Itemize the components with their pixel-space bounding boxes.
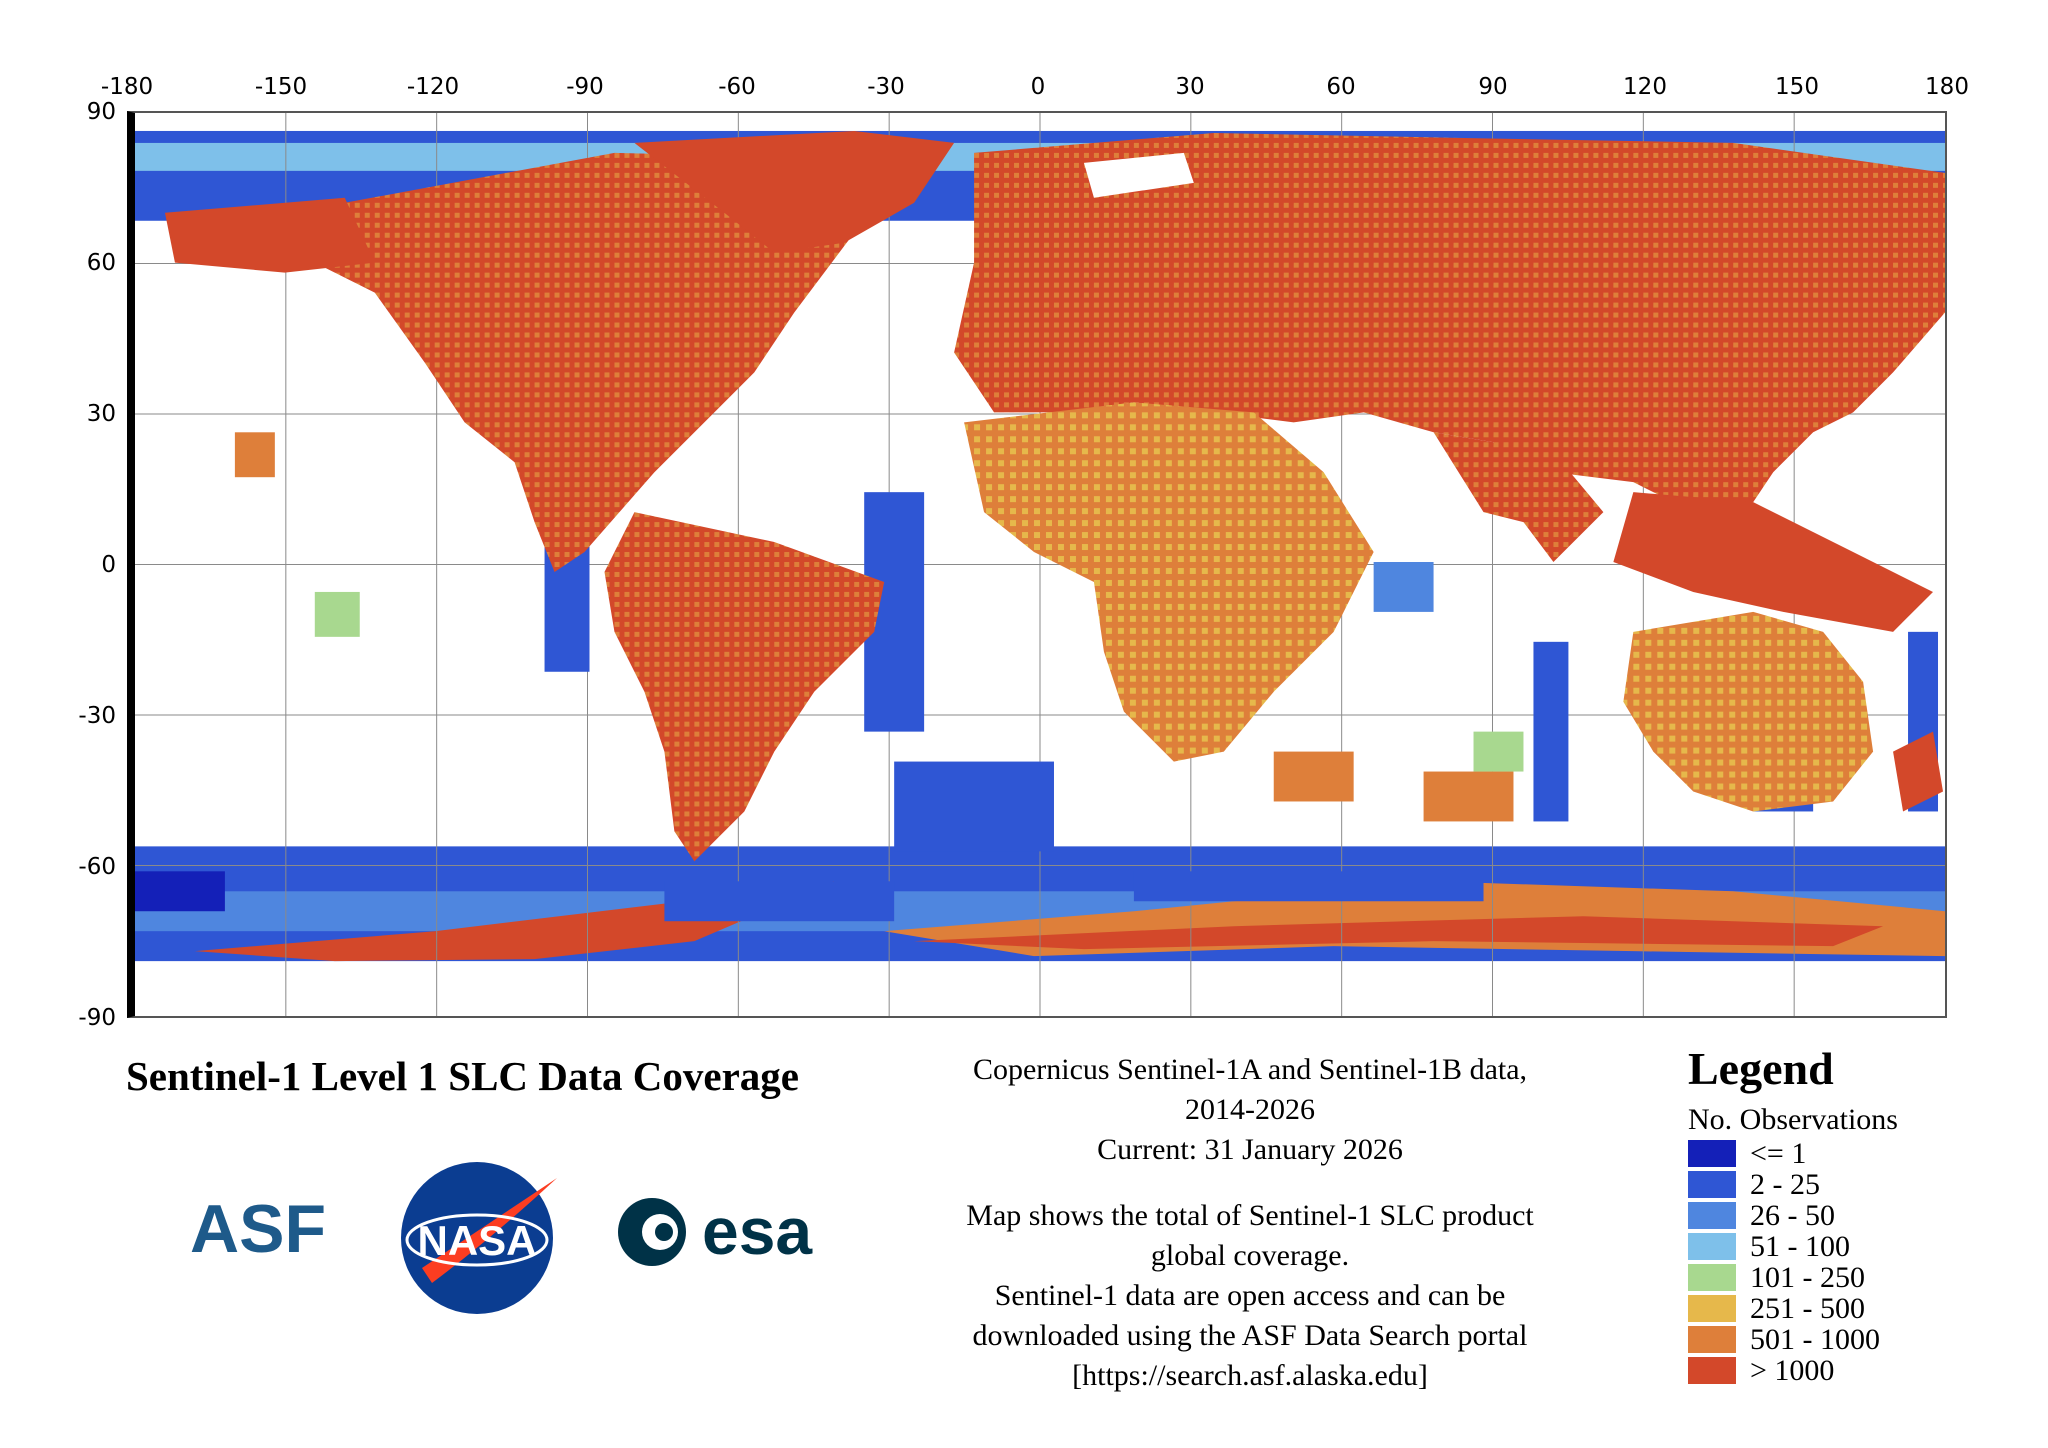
legend: Legend No. Observations <= 1 2 - 25 26 -… xyxy=(1688,1040,1898,1386)
legend-item: 26 - 50 xyxy=(1688,1200,1898,1231)
africa-coverage xyxy=(964,402,1374,762)
coverage-zone xyxy=(135,871,225,912)
lon-tick-label: 120 xyxy=(1623,74,1667,100)
legend-swatch xyxy=(1688,1233,1736,1260)
new-zealand-coverage xyxy=(1893,731,1944,812)
map-title: Sentinel-1 Level 1 SLC Data Coverage xyxy=(126,1053,799,1099)
australia-coverage xyxy=(1623,611,1874,812)
ocean-swath xyxy=(1533,641,1569,822)
coverage-zone xyxy=(1473,731,1524,772)
coverage-zone xyxy=(1373,562,1434,612)
legend-item: 501 - 1000 xyxy=(1688,1324,1898,1355)
coverage-map xyxy=(127,111,1947,1018)
lon-tick-label: -180 xyxy=(100,74,154,100)
north-america-coverage xyxy=(264,152,855,572)
lon-tick-label: 30 xyxy=(1175,74,1205,100)
lat-tick-label: 0 xyxy=(101,552,116,578)
antarctic-coverage xyxy=(194,881,835,962)
coverage-zone xyxy=(314,591,360,637)
legend-swatch xyxy=(1688,1140,1736,1167)
description-line: Sentinel-1 data are open access and can … xyxy=(994,1279,1506,1312)
lon-tick-label: 180 xyxy=(1925,74,1969,100)
legend-label: 26 - 50 xyxy=(1750,1199,1835,1232)
nasa-logo-text: NASA xyxy=(417,1217,536,1264)
eurasia-coverage xyxy=(954,132,1945,513)
legend-label: 251 - 500 xyxy=(1750,1292,1865,1325)
description-line: Copernicus Sentinel-1A and Sentinel-1B d… xyxy=(972,1053,1528,1086)
legend-label: 51 - 100 xyxy=(1750,1230,1850,1263)
coverage-zone xyxy=(1423,771,1514,822)
legend-label: > 1000 xyxy=(1750,1354,1835,1387)
legend-swatch xyxy=(1688,1295,1736,1322)
legend-item: <= 1 xyxy=(1688,1138,1898,1169)
coverage-zone xyxy=(234,432,275,478)
legend-subtitle: No. Observations xyxy=(1688,1103,1898,1136)
arctic-gap xyxy=(1083,152,1194,198)
alaska-coverage xyxy=(164,197,375,273)
legend-swatch xyxy=(1688,1326,1736,1353)
legend-swatch xyxy=(1688,1171,1736,1198)
asf-logo: ASF xyxy=(190,1191,350,1267)
greenland-coverage xyxy=(634,130,955,253)
lon-tick-label: -120 xyxy=(406,74,460,100)
lat-tick-label: 30 xyxy=(86,401,116,427)
nasa-logo: NASA xyxy=(392,1158,562,1318)
coverage-zone xyxy=(1273,751,1354,802)
description-line: 2014-2026 xyxy=(1185,1093,1315,1126)
coverage-map-graphic xyxy=(135,113,1945,1016)
lat-tick-label: 90 xyxy=(86,99,116,125)
legend-label: 2 - 25 xyxy=(1750,1168,1820,1201)
ocean-swath xyxy=(894,761,1054,852)
legend-swatch xyxy=(1688,1357,1736,1384)
lon-tick-label: -60 xyxy=(718,74,756,100)
legend-item: > 1000 xyxy=(1688,1355,1898,1386)
legend-label: 101 - 250 xyxy=(1750,1261,1865,1294)
legend-label: 501 - 1000 xyxy=(1750,1323,1880,1356)
lon-tick-label: 90 xyxy=(1478,74,1508,100)
legend-item: 51 - 100 xyxy=(1688,1231,1898,1262)
esa-logo-text: esa xyxy=(702,1194,813,1268)
lat-tick-label: -60 xyxy=(78,854,116,880)
description: Copernicus Sentinel-1A and Sentinel-1B d… xyxy=(900,1050,1600,1396)
asf-logo-text: ASF xyxy=(190,1192,326,1262)
lon-tick-label: -150 xyxy=(254,74,308,100)
south-america-coverage xyxy=(604,512,885,862)
lat-tick-label: -30 xyxy=(78,703,116,729)
legend-title: Legend xyxy=(1688,1043,1834,1094)
lon-tick-label: 0 xyxy=(1030,74,1046,100)
esa-logo: esa xyxy=(612,1192,842,1272)
legend-label: <= 1 xyxy=(1750,1137,1807,1170)
description-line: global coverage. xyxy=(1150,1239,1350,1272)
description-line: [https://search.asf.alaska.edu] xyxy=(1072,1359,1428,1392)
antarctic-coverage xyxy=(914,916,1884,950)
legend-swatch xyxy=(1688,1202,1736,1229)
southeast-asia-coverage xyxy=(1613,492,1934,632)
legend-item: 251 - 500 xyxy=(1688,1293,1898,1324)
lon-tick-label: 150 xyxy=(1775,74,1819,100)
ocean-swath xyxy=(664,881,895,922)
legend-item: 101 - 250 xyxy=(1688,1262,1898,1293)
lon-tick-label: -90 xyxy=(566,74,604,100)
lat-tick-label: -90 xyxy=(78,1005,116,1031)
lon-tick-label: 60 xyxy=(1326,74,1356,100)
ocean-swath xyxy=(1133,871,1484,902)
south-asia-coverage xyxy=(1433,432,1604,563)
legend-item: 2 - 25 xyxy=(1688,1169,1898,1200)
lat-tick-label: 60 xyxy=(86,250,116,276)
description-line: Current: 31 January 2026 xyxy=(1097,1133,1403,1166)
description-line: Map shows the total of Sentinel-1 SLC pr… xyxy=(966,1199,1534,1232)
description-line: downloaded using the ASF Data Search por… xyxy=(972,1319,1528,1352)
lon-tick-label: -30 xyxy=(867,74,905,100)
legend-swatch xyxy=(1688,1264,1736,1291)
